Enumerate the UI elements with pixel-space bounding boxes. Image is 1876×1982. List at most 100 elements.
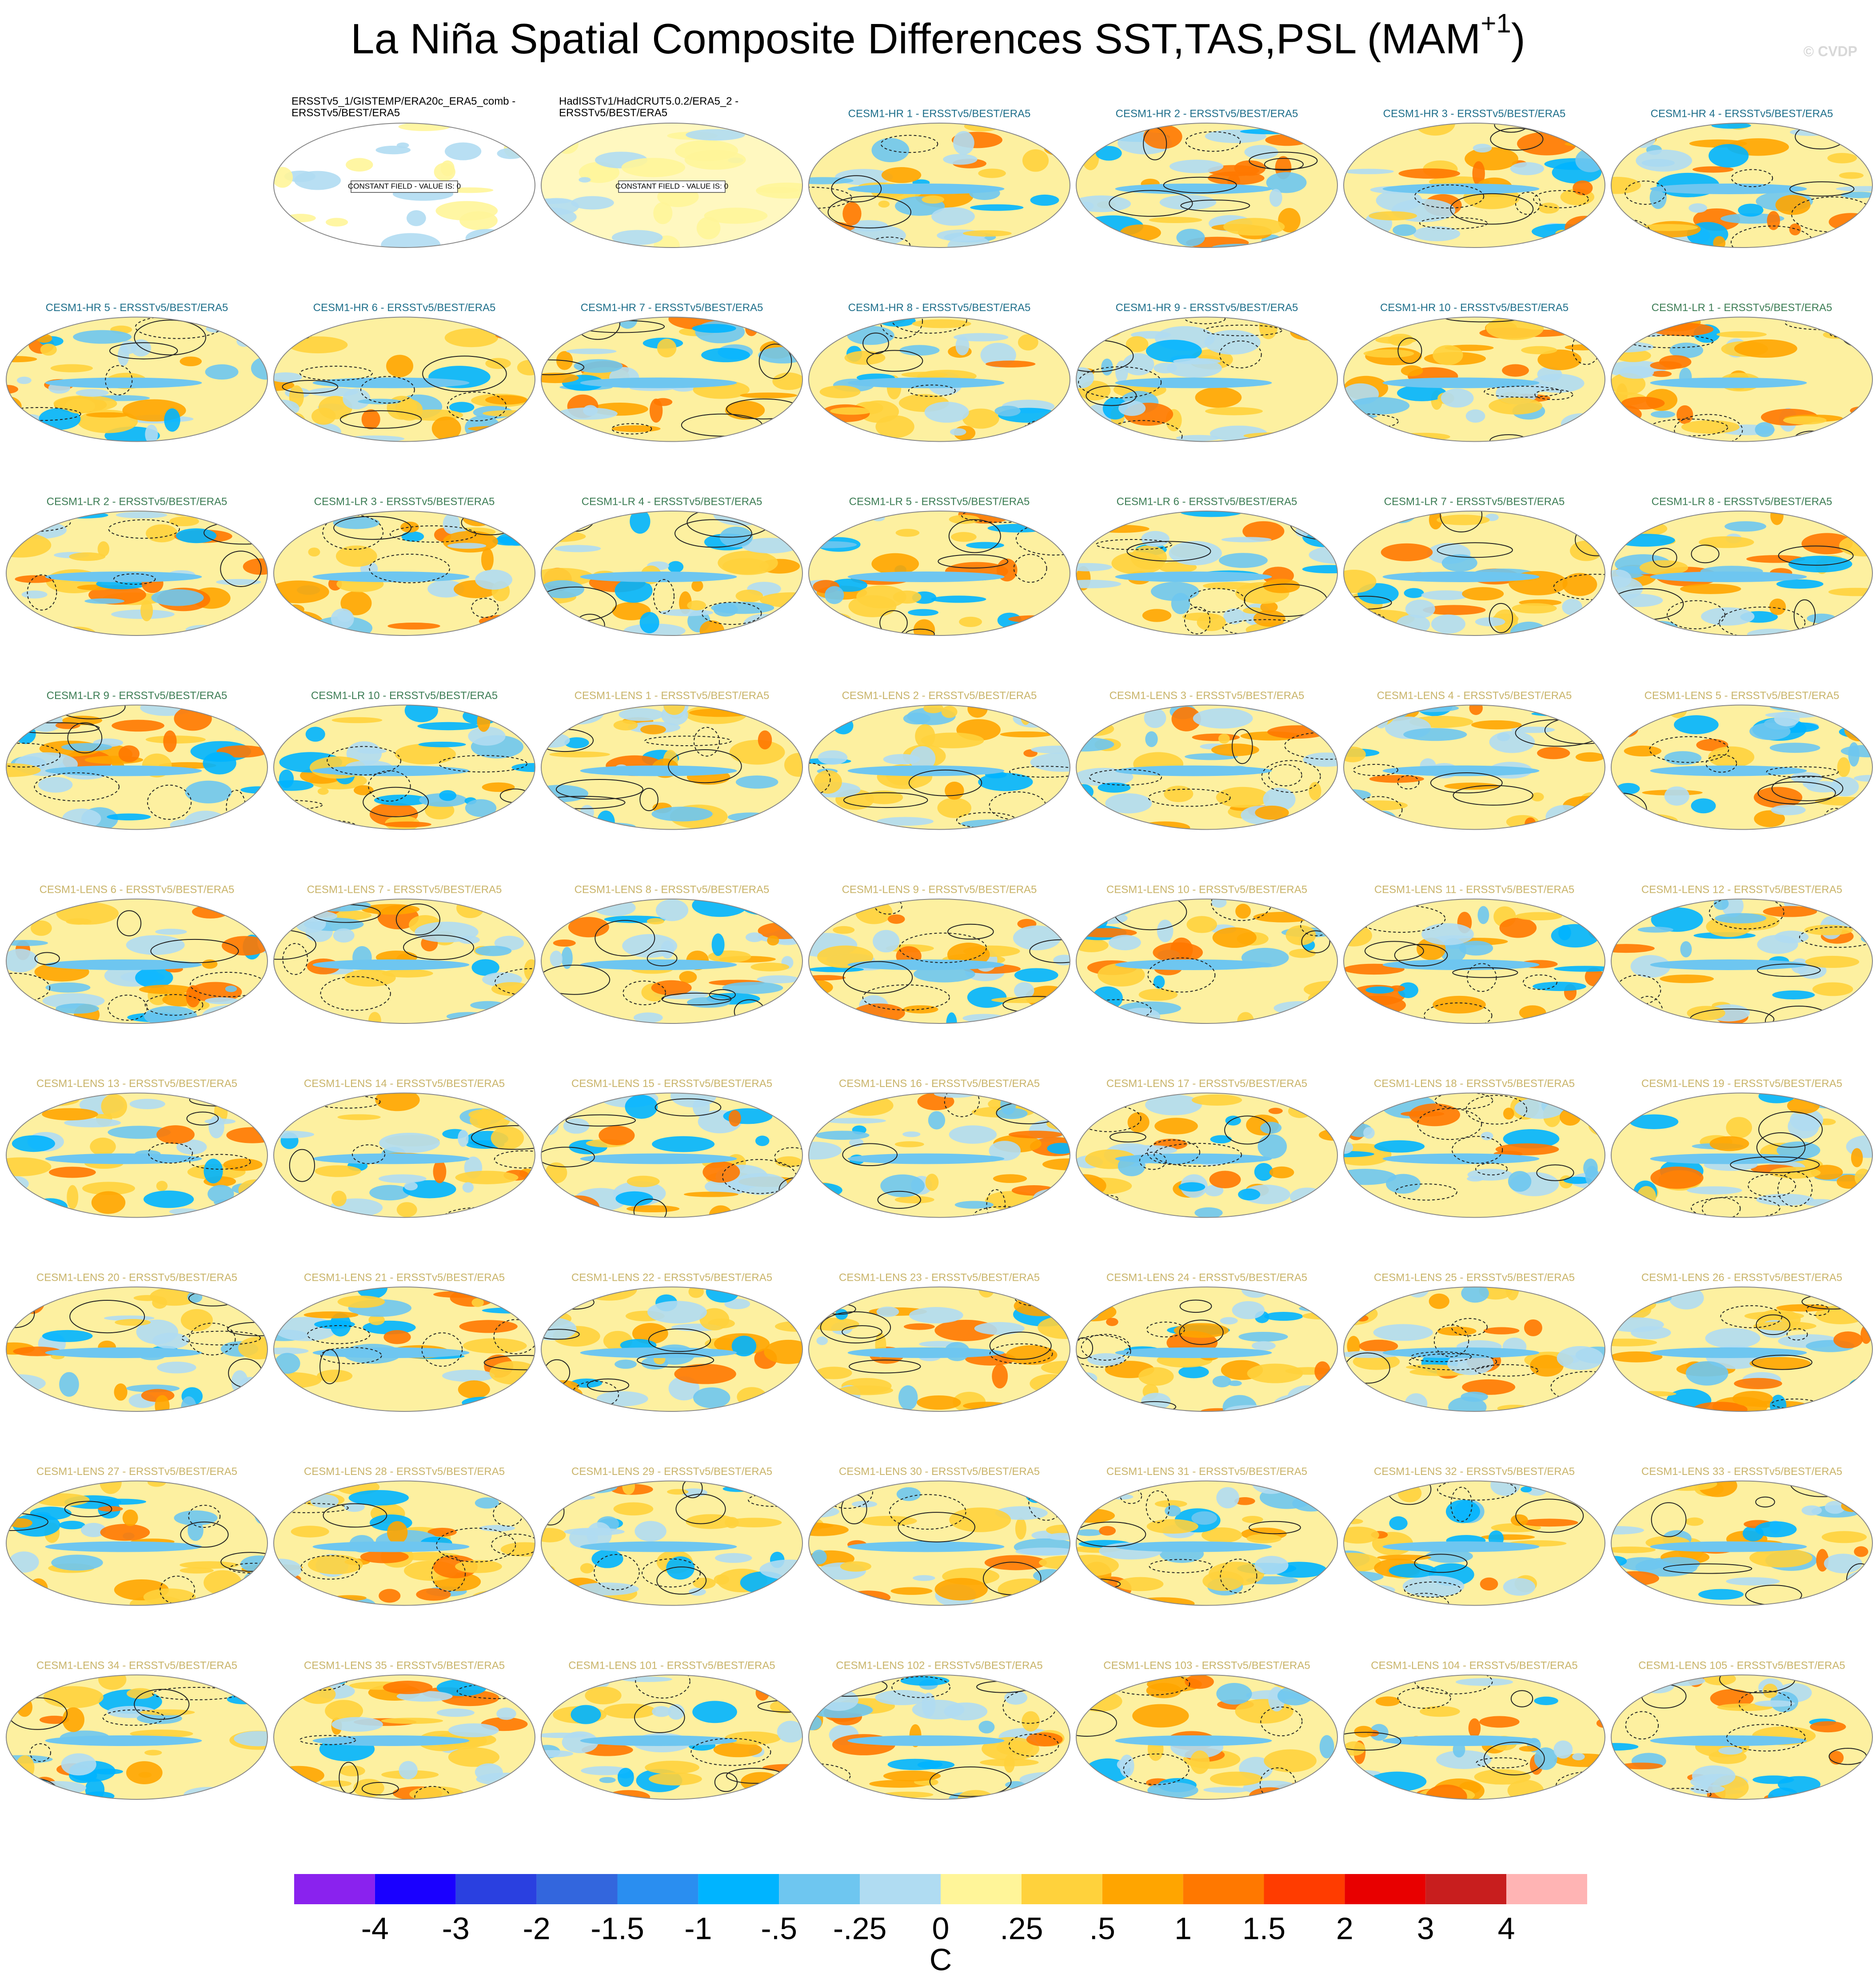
contour	[1625, 180, 1667, 205]
map-anomaly	[654, 398, 673, 406]
map-anomaly	[775, 1156, 802, 1167]
map-anomaly	[1076, 1508, 1115, 1523]
map-anomaly	[777, 1721, 802, 1743]
map-anomaly	[1316, 911, 1337, 918]
map-field	[1611, 1093, 1872, 1218]
map-anomaly	[1850, 406, 1872, 415]
map-anomaly	[1373, 1324, 1433, 1341]
map-panel: CESM1-LENS 28 - ERSSTv5/BEST/ERA5	[273, 1466, 535, 1606]
map-anomaly	[1801, 1505, 1822, 1516]
map-anomaly	[1354, 1726, 1373, 1738]
map-anomaly	[978, 168, 1006, 178]
map-anomaly	[239, 705, 267, 709]
map-anomaly	[1629, 1114, 1679, 1129]
map-anomaly	[1004, 1690, 1028, 1705]
map-anomaly	[771, 1785, 802, 1795]
map-anomaly	[1538, 203, 1560, 214]
map-anomaly	[1692, 166, 1734, 173]
map-panel: CESM1-LR 5 - ERSSTv5/BEST/ERA5	[808, 496, 1070, 636]
map-anomaly	[1076, 367, 1094, 388]
map-anomaly	[1708, 746, 1755, 768]
map-anomaly	[489, 899, 511, 911]
map-anomaly	[1749, 1548, 1812, 1568]
contour	[758, 344, 792, 380]
map-anomaly	[1844, 718, 1872, 742]
map-field	[1611, 123, 1872, 248]
map-anomaly	[545, 1162, 567, 1183]
map-anomaly	[967, 987, 1007, 1008]
map-panel: CESM1-HR 10 - ERSSTv5/BEST/ERA5	[1343, 302, 1605, 442]
contour	[1756, 1132, 1806, 1163]
map-anomaly	[353, 785, 374, 795]
map-anomaly	[550, 951, 563, 967]
map-anomaly	[66, 918, 92, 925]
map-anomaly	[1017, 1599, 1050, 1606]
map-anomaly	[1545, 805, 1584, 829]
map-anomaly	[444, 328, 499, 348]
map-anomaly	[812, 340, 824, 349]
contour	[1081, 1334, 1130, 1361]
map-anomaly	[1344, 1151, 1374, 1158]
contour	[1806, 1304, 1830, 1316]
map-anomaly	[1855, 123, 1872, 140]
map-anomaly	[1255, 805, 1289, 820]
map-anomaly	[1718, 1746, 1743, 1755]
contour	[29, 1743, 51, 1762]
map-panel: CESM1-LENS 25 - ERSSTv5/BEST/ERA5	[1343, 1271, 1605, 1412]
map-anomaly	[1775, 195, 1811, 215]
colorbar-box	[1264, 1874, 1345, 1904]
map-anomaly	[83, 1791, 115, 1799]
equatorial-band	[45, 1735, 202, 1746]
map-anomaly	[555, 545, 601, 552]
map-anomaly	[1146, 340, 1202, 363]
map-anomaly	[1611, 1339, 1657, 1347]
panel-title: CESM1-LENS 102 - ERSSTv5/BEST/ERA5	[836, 1659, 1043, 1671]
map-anomaly	[615, 578, 653, 603]
map-anomaly	[9, 903, 28, 924]
map-anomaly	[1789, 223, 1801, 236]
map-anomaly	[1247, 1363, 1303, 1383]
map-anomaly	[1611, 719, 1639, 738]
map-panel: CESM1-LR 1 - ERSSTv5/BEST/ERA5	[1611, 302, 1873, 442]
map-panel: CESM1-LENS 20 - ERSSTv5/BEST/ERA5	[6, 1271, 268, 1412]
map-anomaly	[1042, 511, 1067, 531]
map-anomaly	[1092, 986, 1123, 1010]
map-anomaly	[15, 1755, 35, 1780]
map-anomaly	[1179, 511, 1244, 517]
equatorial-band	[1382, 184, 1540, 194]
map-anomaly	[883, 1770, 941, 1782]
contour	[333, 516, 412, 540]
colorbar-label: 0	[932, 1911, 950, 1946]
map-anomaly	[340, 591, 372, 615]
map-anomaly	[647, 1301, 707, 1324]
map-anomaly	[16, 1697, 33, 1717]
map-anomaly	[922, 195, 944, 204]
map-anomaly	[728, 1110, 741, 1127]
map-anomaly	[379, 1132, 440, 1153]
map-anomaly	[294, 171, 341, 190]
map-anomaly	[729, 739, 785, 765]
contour	[1397, 1687, 1451, 1709]
map-anomaly	[1655, 1557, 1700, 1571]
map-outline	[1343, 316, 1605, 442]
map-anomaly	[615, 1191, 653, 1206]
contour	[282, 943, 308, 975]
map-anomaly	[1757, 935, 1798, 954]
map-anomaly	[100, 1524, 150, 1541]
map-anomaly	[1349, 1578, 1369, 1592]
map-anomaly	[1040, 418, 1064, 425]
equatorial-band	[1115, 1347, 1272, 1358]
map-anomaly	[1420, 1706, 1460, 1717]
map-anomaly	[48, 1167, 96, 1178]
map-anomaly	[1824, 1501, 1845, 1514]
contour	[148, 1143, 193, 1164]
map-anomaly	[1173, 1323, 1229, 1338]
map-anomaly	[1369, 211, 1417, 220]
map-anomaly	[15, 1211, 69, 1218]
map-anomaly	[1783, 416, 1827, 425]
map-anomaly	[1017, 1013, 1035, 1023]
contour	[555, 779, 643, 800]
contour	[117, 910, 142, 936]
map-anomaly	[1302, 1312, 1337, 1320]
contour	[1434, 1093, 1493, 1110]
